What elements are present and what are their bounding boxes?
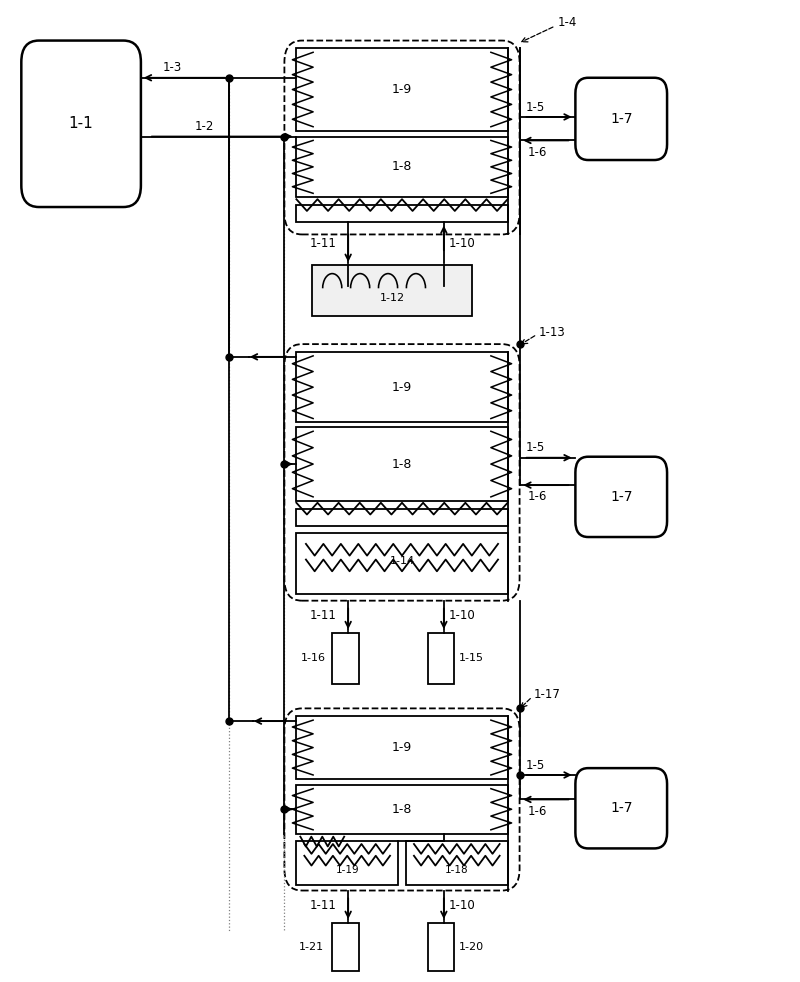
Bar [296, 533, 508, 594]
Text: 1-9: 1-9 [392, 83, 412, 96]
Bar [312, 265, 472, 316]
Bar [332, 633, 358, 683]
Bar [296, 427, 508, 501]
Text: 1-5: 1-5 [526, 100, 546, 114]
Text: 1-4: 1-4 [558, 17, 578, 29]
Text: 1-11: 1-11 [310, 609, 337, 622]
Bar [296, 785, 508, 834]
Bar [296, 352, 508, 422]
Text: 1-5: 1-5 [526, 759, 546, 772]
Bar [296, 509, 508, 526]
Text: 1-14: 1-14 [390, 556, 414, 566]
Text: 1-20: 1-20 [459, 942, 484, 952]
Text: 1-5: 1-5 [526, 442, 546, 455]
Text: 1-18: 1-18 [445, 865, 469, 875]
Text: 1-10: 1-10 [449, 237, 475, 249]
Text: 1-8: 1-8 [392, 458, 412, 470]
Bar [296, 136, 508, 197]
Text: 1-7: 1-7 [610, 801, 633, 815]
Text: 1-9: 1-9 [392, 381, 412, 394]
Text: 1-16: 1-16 [300, 653, 326, 664]
Text: 1-2: 1-2 [195, 120, 214, 134]
Bar [428, 923, 454, 971]
FancyBboxPatch shape [22, 40, 141, 207]
FancyBboxPatch shape [575, 78, 667, 160]
Bar [296, 716, 508, 779]
Text: 1-8: 1-8 [392, 802, 412, 816]
Text: 1-10: 1-10 [449, 899, 475, 911]
Text: 1-11: 1-11 [310, 237, 337, 249]
Bar [406, 841, 508, 885]
Text: 1-15: 1-15 [459, 653, 484, 664]
Text: 1-6: 1-6 [527, 804, 547, 818]
Text: 1-7: 1-7 [610, 490, 633, 504]
Bar [296, 841, 398, 885]
Text: 1-9: 1-9 [392, 741, 412, 754]
Text: 1-7: 1-7 [610, 112, 633, 126]
Text: 1-10: 1-10 [449, 609, 475, 622]
Text: 1-19: 1-19 [335, 865, 359, 875]
Bar [296, 205, 508, 222]
Text: 1-1: 1-1 [69, 116, 94, 132]
Text: 1-21: 1-21 [298, 942, 324, 952]
FancyBboxPatch shape [575, 768, 667, 848]
Bar [332, 923, 358, 971]
Text: 1-8: 1-8 [392, 160, 412, 174]
Text: 1-3: 1-3 [163, 62, 182, 75]
Bar [428, 633, 454, 683]
FancyBboxPatch shape [575, 457, 667, 537]
Text: 1-17: 1-17 [534, 688, 561, 701]
Bar [296, 48, 508, 131]
Text: 1-6: 1-6 [527, 490, 547, 504]
Text: 1-12: 1-12 [379, 293, 405, 303]
Text: 1-13: 1-13 [538, 326, 566, 339]
Text: 1-6: 1-6 [527, 145, 547, 159]
Text: 1-11: 1-11 [310, 899, 337, 911]
